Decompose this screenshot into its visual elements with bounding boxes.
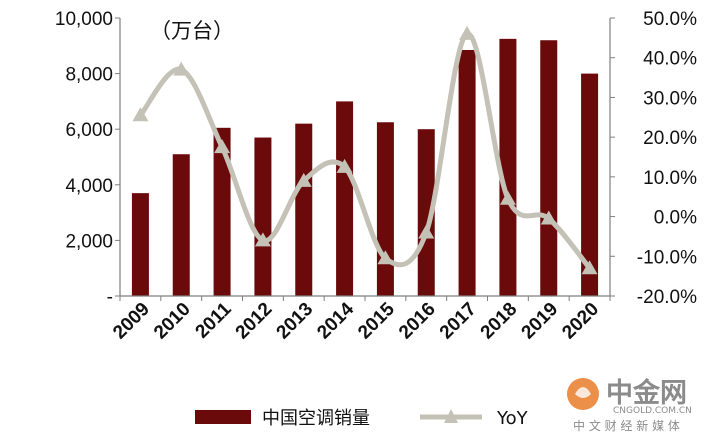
yoy-point-2020	[581, 260, 598, 275]
left-tick-label: -	[107, 287, 113, 308]
x-tick-label: 2015	[354, 298, 399, 343]
right-tick-label: 40.0%	[643, 49, 697, 70]
legend-bar-label: 中国空调销量	[262, 408, 370, 429]
x-tick-label: 2010	[150, 299, 195, 344]
left-tick-label: 10,000	[55, 9, 113, 30]
left-tick-label: 6,000	[65, 120, 113, 141]
bar-series	[131, 38, 599, 297]
yoy-point-2010	[173, 61, 190, 76]
watermark-tagline: 中 文 财 经 新 媒 体	[573, 418, 680, 433]
right-tick-label: -10.0%	[637, 247, 697, 268]
yoy-point-2016	[418, 224, 435, 239]
yoy-point-2013	[295, 172, 312, 187]
watermark: 中金网 CNGOLD.COM.CN 中 文 财 经 新 媒 体	[567, 377, 692, 433]
legend-line-marker	[444, 409, 458, 423]
x-tick-label: 2014	[313, 298, 358, 343]
right-tick-label: -20.0%	[637, 287, 697, 308]
bar-2014	[336, 101, 354, 297]
left-tick-label: 8,000	[65, 65, 113, 86]
watermark-domain: CNGOLD.COM.CN	[613, 406, 692, 416]
right-tick-label: 30.0%	[643, 88, 697, 109]
yoy-point-2018	[499, 190, 516, 205]
legend-bar-swatch	[195, 410, 251, 424]
right-tick-label: 50.0%	[643, 9, 697, 30]
bar-2012	[254, 137, 272, 296]
yoy-point-2009	[132, 107, 149, 122]
x-tick-label: 2012	[232, 299, 277, 344]
watermark-logo-text: 中金网	[606, 377, 687, 409]
bar-2018	[499, 38, 517, 296]
right-tick-label: 10.0%	[643, 168, 697, 189]
left-axis-ticks: - 2,000 4,000 6,000 8,000 10,000	[55, 9, 120, 308]
bar-2017	[458, 49, 476, 296]
bar-2013	[295, 123, 313, 296]
x-tick-label: 2009	[109, 299, 154, 344]
unit-label: （万台）	[150, 19, 234, 43]
bar-2009	[131, 193, 149, 296]
bar-2011	[213, 127, 231, 296]
right-axis-ticks: -20.0% -10.0% 0.0% 10.0% 20.0% 30.0% 40.0% 50.0…	[610, 9, 697, 308]
right-tick-label: 0.0%	[654, 208, 697, 229]
bar-2020	[581, 73, 599, 296]
axes	[119, 18, 611, 301]
yoy-point-2011	[214, 139, 231, 154]
yoy-line	[138, 31, 592, 270]
left-tick-label: 4,000	[65, 176, 113, 197]
left-tick-label: 2,000	[65, 231, 113, 252]
x-tick-label: 2017	[436, 299, 481, 344]
bar-2019	[540, 40, 558, 296]
yoy-series	[132, 25, 598, 275]
bar-2016	[417, 129, 435, 296]
x-tick-label: 2020	[558, 299, 603, 344]
legend: 中国空调销量 YoY	[195, 408, 529, 429]
x-tick-label: 2011	[192, 298, 236, 342]
bar-2015	[376, 122, 394, 296]
legend-line-label: YoY	[496, 408, 529, 429]
yoy-point-2017	[459, 25, 476, 40]
x-tick-label: 2019	[518, 299, 563, 344]
bar-2010	[172, 154, 190, 296]
yoy-point-2014	[336, 158, 353, 173]
yoy-point-2015	[377, 250, 394, 265]
x-tick-label: 2016	[395, 299, 440, 344]
yoy-point-2012	[254, 232, 271, 247]
right-tick-label: 20.0%	[643, 128, 697, 149]
x-tick-label: 2018	[477, 299, 522, 344]
x-axis-ticks: 2009201020112012201320142015201620172018…	[109, 298, 603, 343]
yoy-point-2019	[540, 210, 557, 225]
x-tick-label: 2013	[273, 299, 318, 344]
